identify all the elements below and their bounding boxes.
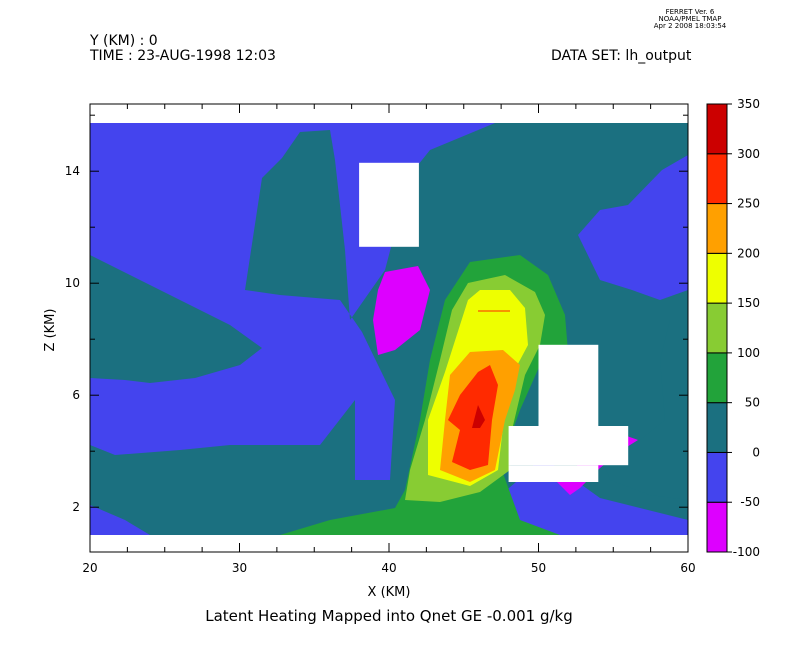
colorbar-swatch — [706, 203, 728, 254]
dataset-label: DATA SET: lh_output — [551, 48, 692, 64]
contour-band-0-50-left — [90, 255, 262, 383]
contour-band-neg100-neg50-upper — [373, 266, 430, 355]
colorbar-swatch — [706, 302, 728, 354]
ferret-version-label: FERRET Ver. 6 — [665, 8, 715, 16]
chart-title: Latent Heating Mapped into Qnet GE -0.00… — [205, 607, 573, 625]
y-coordinate-label: Y (KM) : 0 — [90, 33, 158, 49]
y-axis-label: Z (KM) — [43, 309, 58, 352]
contour-plot — [90, 123, 688, 535]
axis-ticks — [89, 104, 689, 552]
x-tick-label: 60 — [680, 561, 695, 575]
colorbar-tick-label: 300 — [737, 147, 760, 161]
colorbar-swatch — [706, 153, 728, 205]
ferret-date-label: Apr 2 2008 18:03:54 — [653, 22, 727, 30]
colorbar-tick-label: 50 — [745, 396, 760, 410]
colorbar-swatch — [706, 252, 728, 304]
time-label: TIME : 23-AUG-1998 12:03 — [90, 48, 276, 64]
ferret-org-label: NOAA/PMEL TMAP — [658, 15, 722, 23]
contour-band-250-300 — [448, 365, 498, 470]
contour-band-300-350 — [472, 405, 485, 428]
x-tick-label: 30 — [232, 561, 247, 575]
colorbar-tick-label: 350 — [737, 97, 760, 111]
colorbar-tick-label: -100 — [733, 545, 760, 559]
y-tick-label: 14 — [65, 164, 80, 178]
masked-region-2 — [508, 426, 629, 466]
colorbar-tick-label: 150 — [737, 296, 760, 310]
colorbar-tick-label: 200 — [737, 246, 760, 260]
x-tick-label: 50 — [531, 561, 546, 575]
colorbar-tick-label: -50 — [740, 495, 760, 509]
masked-region-3 — [508, 465, 599, 482]
y-tick-label: 10 — [65, 276, 80, 290]
colorbar-swatch — [706, 352, 728, 404]
colorbar-swatch — [706, 103, 728, 155]
masked-regions — [359, 162, 629, 482]
x-axis-label: X (KM) — [368, 585, 411, 600]
colorbar-swatch — [706, 451, 728, 503]
masked-region-0 — [359, 162, 419, 247]
colorbar: -100 -50 0 50 100 150 200 250 300 350 — [706, 97, 760, 559]
x-tick-label: 20 — [82, 561, 97, 575]
x-tick-label: 40 — [381, 561, 396, 575]
masked-region-1 — [538, 344, 599, 429]
colorbar-swatch — [706, 501, 728, 553]
axis-tick-labels: 20 30 40 50 60 2 6 10 14 — [65, 164, 696, 575]
colorbar-tick-label: 0 — [752, 445, 760, 459]
colorbar-swatch — [706, 402, 728, 453]
y-tick-label: 6 — [72, 388, 80, 402]
y-tick-label: 2 — [72, 500, 80, 514]
colorbar-tick-label: 250 — [737, 197, 760, 211]
colorbar-tick-label: 100 — [737, 346, 760, 360]
